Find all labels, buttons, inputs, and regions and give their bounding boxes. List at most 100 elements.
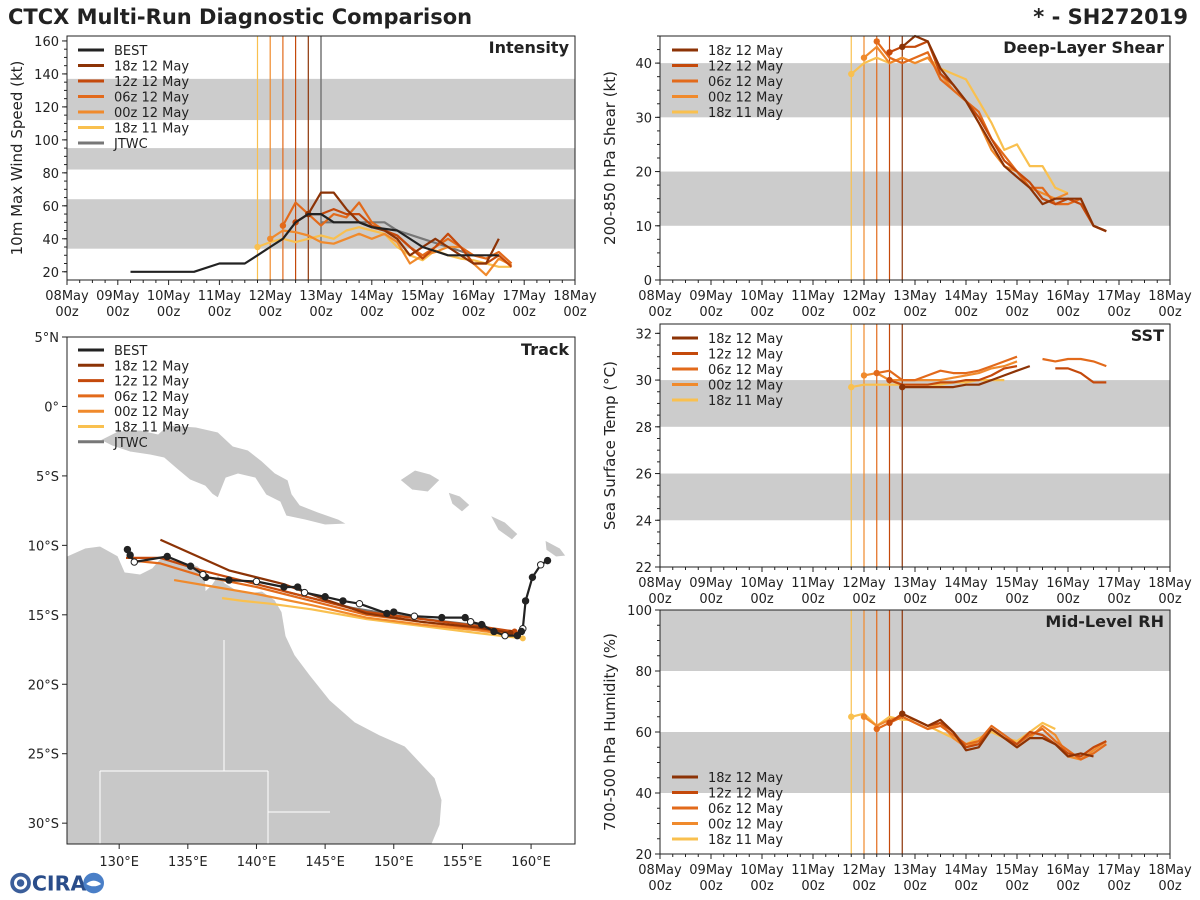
- rh-xtick-day: 16May: [1046, 863, 1090, 878]
- intensity-init-point: [267, 235, 274, 242]
- sst-xtick-hour: 00z: [852, 592, 876, 607]
- rh-ytick-label: 60: [635, 726, 652, 741]
- shear-xtick-day: 09May: [689, 289, 733, 304]
- rh-xtick-day: 09May: [689, 863, 733, 878]
- rh-xtick-hour: 00z: [801, 879, 825, 894]
- intensity-ytick-label: 60: [42, 200, 59, 215]
- intensity-init-point: [279, 222, 287, 229]
- shear-init-point: [860, 54, 868, 61]
- intensity-legend-label: 18z 11 May: [114, 122, 189, 137]
- intensity-xtick-day: 14May: [350, 289, 394, 304]
- sst-xtick-hour: 00z: [1107, 592, 1131, 607]
- panel-track: 130°E 135°E 140°E 145°E 150°E 155°E 160°E 5°N 0°…: [28, 331, 576, 870]
- rh-xtick-hour: 00z: [750, 879, 774, 894]
- sst-title: SST: [1131, 326, 1164, 345]
- shear-xtick-day: 11May: [791, 289, 835, 304]
- intensity-xtick-hour: 00z: [106, 305, 130, 320]
- rh-xtick-day: 17May: [1097, 863, 1141, 878]
- intensity-xtick-hour: 00z: [563, 305, 587, 320]
- intensity-xtick-day: 11May: [198, 289, 242, 304]
- rh-xtick-hour: 00z: [1158, 879, 1182, 894]
- sst-legend-label: 00z 12 May: [708, 379, 783, 394]
- rh-xtick-day: 10May: [740, 863, 784, 878]
- sst-xtick-hour: 00z: [903, 592, 927, 607]
- sst-series-06z-12-may: [876, 355, 1107, 382]
- sst-xtick-day: 12May: [842, 576, 886, 591]
- shear-xtick-day: 17May: [1097, 289, 1141, 304]
- rh-ytick-label: 40: [635, 787, 652, 802]
- track-best-point: [280, 583, 288, 591]
- shear-ylabel: 200-850 hPa Shear (kt): [601, 71, 619, 245]
- track-best-point: [225, 576, 233, 584]
- shear-init-point: [899, 43, 906, 51]
- track-best-point: [521, 597, 530, 605]
- rh-ytick-label: 80: [635, 665, 652, 680]
- shear-xtick-hour: 00z: [750, 305, 774, 320]
- rh-xtick-day: 18May: [1148, 863, 1192, 878]
- shear-ytick-label: 20: [635, 166, 652, 181]
- rh-xtick-hour: 00z: [903, 879, 927, 894]
- track-series-12z-12-may: [126, 556, 515, 633]
- shear-ytick-label: 30: [635, 111, 652, 126]
- intensity-init-point: [254, 243, 261, 251]
- rh-xtick-day: 15May: [995, 863, 1039, 878]
- shear-init-point: [873, 38, 880, 45]
- track-series-18z-11-may: [221, 597, 523, 640]
- intensity-xtick-hour: 00z: [309, 305, 333, 320]
- rh-legend-label: 18z 11 May: [708, 833, 783, 848]
- sst-legend-label: 18z 12 May: [708, 332, 783, 347]
- intensity-ytick-label: 100: [34, 134, 59, 149]
- shear-xtick-day: 13May: [893, 289, 937, 304]
- rh-xtick-day: 12May: [842, 863, 886, 878]
- intensity-ytick-label: 120: [34, 101, 59, 116]
- shear-ytick-label: 0: [644, 274, 652, 289]
- sst-xtick-hour: 00z: [750, 592, 774, 607]
- shear-xtick-day: 18May: [1148, 289, 1192, 304]
- rh-ylabel: 700-500 hPa Humidity (%): [601, 633, 619, 831]
- sst-xtick-day: 14May: [944, 576, 988, 591]
- intensity-xtick-day: 13May: [299, 289, 343, 304]
- rh-series-18z-12-may: [901, 712, 1094, 758]
- rh-xtick-day: 14May: [944, 863, 988, 878]
- track-title: Track: [521, 340, 569, 359]
- sst-ytick-label: 32: [635, 327, 652, 342]
- track-ytick-label: 5°N: [35, 331, 60, 346]
- sst-init-point: [848, 383, 855, 391]
- track-best-point: [466, 618, 475, 626]
- track-best-point: [321, 593, 329, 601]
- track-best-point: [130, 558, 138, 566]
- rh-xtick-hour: 00z: [1005, 879, 1029, 894]
- track-best-point: [186, 562, 195, 570]
- rh-xtick-hour: 00z: [1056, 879, 1080, 894]
- shear-band: [660, 63, 1170, 118]
- track-best-point: [339, 597, 347, 605]
- sst-ylabel: Sea Surface Temp (°C): [601, 361, 619, 530]
- intensity-xtick-day: 08May: [45, 289, 89, 304]
- sst-xtick-hour: 00z: [1056, 592, 1080, 607]
- track-xtick-label: 145°E: [305, 855, 345, 870]
- shear-xtick-day: 14May: [944, 289, 988, 304]
- shear-series-18z-11-may: [850, 56, 1069, 195]
- panel-shear: 01020304008May00z09May00z10May00z11May00…: [601, 34, 1192, 320]
- shear-legend-label: 18z 11 May: [708, 106, 783, 121]
- rh-init-point: [886, 719, 893, 727]
- track-best-point: [513, 631, 522, 640]
- track-best-point: [477, 620, 486, 629]
- track-xtick-label: 135°E: [168, 855, 208, 870]
- track-best-point: [355, 599, 364, 608]
- track-legend-label: 18z 12 May: [114, 359, 189, 374]
- sst-xtick-hour: 00z: [801, 592, 825, 607]
- intensity-legend-label: 00z 12 May: [114, 106, 189, 121]
- track-best-point: [123, 545, 132, 554]
- shear-xtick-hour: 00z: [1158, 305, 1182, 320]
- track-best-point: [438, 613, 446, 622]
- track-lines: [123, 538, 552, 642]
- panel-rh: 2040608010008May00z09May00z10May00z11May…: [601, 604, 1192, 894]
- track-legend-label: JTWC: [113, 436, 148, 451]
- sst-series-18z-12-may: [902, 365, 1031, 389]
- sst-ytick-label: 24: [635, 514, 652, 529]
- track-best-point: [490, 627, 498, 636]
- intensity-xtick-day: 17May: [502, 289, 546, 304]
- shear-xtick-hour: 00z: [648, 305, 672, 320]
